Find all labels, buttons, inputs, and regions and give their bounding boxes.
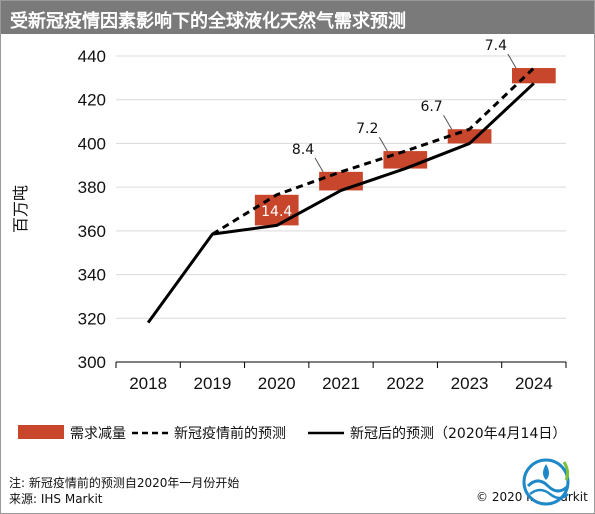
x-tick-label: 2024 (515, 374, 553, 393)
x-tick-label: 2018 (129, 374, 167, 393)
reduction-leader-line (378, 136, 388, 152)
y-tick-label: 300 (78, 353, 106, 372)
footnote: 注: 新冠疫情前的预测自2020年一月份开始 (9, 476, 240, 490)
x-tick-label: 2019 (194, 374, 232, 393)
legend-label-solid: 新冠后的预测（2020年4月14日） (350, 426, 566, 442)
reduction-leader-line (443, 114, 453, 130)
post-covid-forecast-line (146, 82, 535, 324)
demand-reduction-bar (383, 151, 428, 169)
x-tick-label: 2022 (386, 374, 424, 393)
y-tick-label: 440 (78, 47, 106, 66)
demand-reduction-bar (512, 68, 556, 84)
reduction-leader-line (314, 157, 324, 173)
y-tick-label: 420 (78, 91, 106, 110)
pre-covid-forecast-line (211, 66, 535, 236)
y-axis-label: 百万吨 (11, 185, 30, 233)
y-tick-label: 320 (78, 309, 106, 328)
demand-reduction-bar (319, 171, 363, 191)
reduction-label: 7.2 (356, 121, 378, 137)
y-tick-label: 380 (78, 178, 106, 197)
reduction-label: 14.4 (261, 204, 292, 220)
legend-swatch-bar (18, 425, 64, 439)
title-bar: 受新冠疫情因素影响下的全球液化天然气需求预测 (1, 1, 594, 34)
x-tick-label: 2021 (322, 374, 360, 393)
chart-title: 受新冠疫情因素影响下的全球液化天然气需求预测 (10, 11, 406, 32)
x-tick-label: 2020 (258, 374, 296, 393)
source-note: 来源: IHS Markit (9, 492, 103, 506)
y-tick-label: 400 (78, 134, 106, 153)
legend-label-dashed: 新冠疫情前的预测 (174, 425, 286, 442)
demand-reduction-bar (447, 129, 492, 144)
reduction-label: 8.4 (292, 142, 314, 158)
demand-reduction-bar (254, 194, 299, 226)
reduction-leader-line (507, 53, 517, 69)
legend-label-bar: 需求减量 (70, 426, 126, 442)
x-tick-label: 2023 (451, 374, 489, 393)
reduction-label: 7.4 (485, 38, 507, 54)
wave-logo-icon (522, 458, 570, 506)
reduction-label: 6.7 (420, 99, 442, 115)
y-tick-label: 360 (78, 222, 106, 241)
y-tick-label: 340 (78, 266, 106, 285)
